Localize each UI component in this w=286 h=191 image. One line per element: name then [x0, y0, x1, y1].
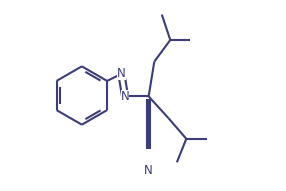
Text: N: N [121, 90, 130, 103]
Text: N: N [144, 164, 153, 177]
Text: N: N [117, 67, 126, 80]
